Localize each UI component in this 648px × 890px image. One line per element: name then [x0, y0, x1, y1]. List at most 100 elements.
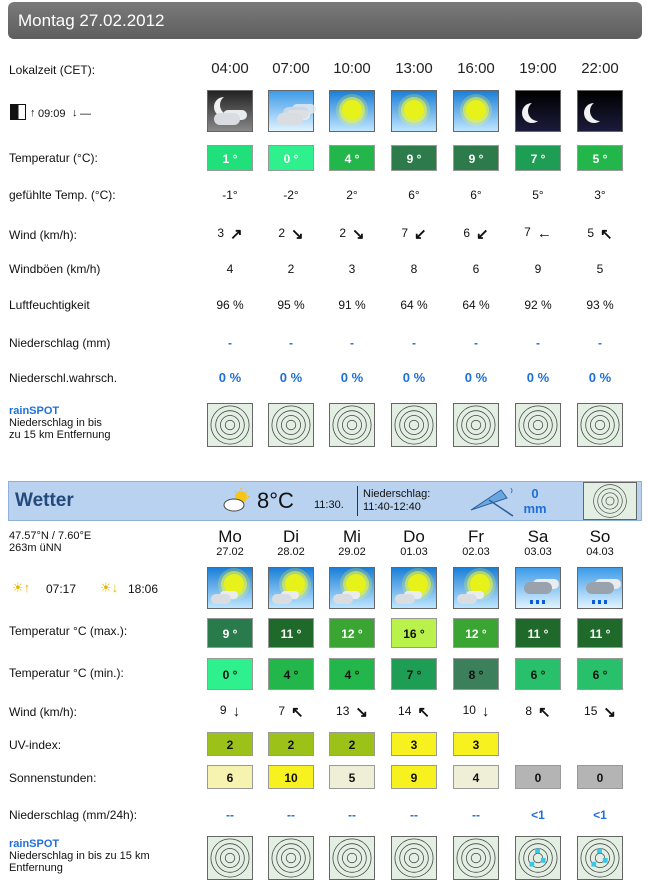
daily-rainspot-title[interactable]: rainSPOT: [9, 838, 60, 850]
umbrella-icon: [467, 484, 517, 518]
wind-5: 7 ←: [512, 225, 564, 242]
precip-3: -: [412, 336, 416, 350]
sun-hours-0: 6: [207, 765, 253, 789]
day-date: 03.03: [524, 546, 552, 558]
daily-rainspot-0[interactable]: [207, 836, 253, 880]
hourly-temp-3: 9 °: [391, 145, 437, 171]
wind-direction-arrow-icon: ↓: [232, 703, 241, 720]
hourly-rainspot-2[interactable]: [329, 403, 375, 447]
hourly-rainspot-3[interactable]: [391, 403, 437, 447]
precip-prob-1: 0 %: [279, 370, 303, 385]
wind-direction-arrow-icon: ↖: [417, 704, 430, 721]
daily-rainspot-3[interactable]: [391, 836, 437, 880]
daily-rainspot-4[interactable]: [453, 836, 499, 880]
wind-speed: 7: [524, 225, 531, 239]
precip-prob-4: 0 %: [464, 370, 488, 385]
day-name: Fr: [467, 527, 485, 546]
hourly-rainspot-0[interactable]: [207, 403, 253, 447]
gust-3: 8: [410, 262, 418, 276]
moonrise-time: 09:09: [38, 108, 66, 120]
uv-label: UV-index:: [9, 738, 62, 752]
precip24-4: --: [472, 808, 480, 822]
daily-rainspot-5[interactable]: [515, 836, 561, 880]
tmin-0: 0 °: [207, 658, 253, 690]
gust-6: 5: [596, 262, 604, 276]
moonset-arrow-icon: ↓: [72, 107, 78, 119]
hourly-weather-icon-sunny-icon: [453, 90, 499, 132]
time-2: 10:00: [333, 60, 371, 77]
hourly-rainspot-6[interactable]: [577, 403, 623, 447]
daily-weather-icon-rain-icon: [515, 567, 561, 609]
precip-unit: mm: [523, 501, 547, 516]
wind-direction-arrow-icon: ↘: [352, 226, 365, 243]
wind-0: 3 ↗: [204, 225, 256, 243]
rainspot-title[interactable]: rainSPOT: [9, 405, 60, 417]
gusts-label: Windböen (km/h): [9, 262, 101, 276]
uv-3: 3: [391, 732, 437, 756]
humidity-label: Luftfeuchtigkeit: [9, 298, 90, 312]
moon-phase-icon: [10, 104, 26, 120]
wind-6: 5 ↖: [574, 225, 626, 243]
wind-speed: 3: [217, 226, 225, 240]
hourly-rainspot-4[interactable]: [453, 403, 499, 447]
wind-direction-arrow-icon: ↘: [603, 704, 616, 721]
precip24-2: --: [348, 808, 356, 822]
local-time-label: Lokalzeit (CET):: [9, 63, 96, 77]
daily-wind-0: 9 ↓: [204, 703, 256, 720]
wind-speed: 7: [278, 704, 286, 718]
precip24-6: <1: [593, 808, 607, 822]
precip-prob-2: 0 %: [340, 370, 364, 385]
wind-speed: 2: [339, 226, 347, 240]
tmax-5: 11 °: [515, 618, 561, 648]
gust-4: 6: [472, 262, 480, 276]
tmax-6: 11 °: [577, 618, 623, 648]
time-5: 19:00: [519, 60, 557, 77]
wind-speed: 15: [584, 704, 598, 718]
wind-speed: 7: [401, 226, 409, 240]
daily-weather-icon-sunny-cloud-icon: [391, 567, 437, 609]
precip-prob-3: 0 %: [402, 370, 426, 385]
tmin-6: 6 °: [577, 658, 623, 690]
day-header-1: Di 28.02: [265, 528, 317, 559]
daily-rainspot-1[interactable]: [268, 836, 314, 880]
rainspot-text-2: zu 15 km Entfernung: [9, 429, 111, 441]
daily-wind-2: 13 ↘: [326, 703, 378, 721]
feels-3: 6°: [408, 188, 420, 202]
daily-wind-5: 8 ↖: [512, 703, 564, 721]
precip-probability-label: Niederschl.wahrsch.: [9, 371, 118, 385]
sun-hours-4: 4: [453, 765, 499, 789]
hourly-rainspot-5[interactable]: [515, 403, 561, 447]
weather-title: Wetter: [15, 490, 74, 511]
day-date: 02.03: [462, 546, 490, 558]
tmax-1: 11 °: [268, 618, 314, 648]
hourly-temp-1: 0 °: [268, 145, 314, 171]
wind-direction-arrow-icon: ↓: [481, 703, 490, 720]
humidity-6: 93 %: [586, 298, 614, 312]
daily-rainspot-2[interactable]: [329, 836, 375, 880]
gust-1: 2: [287, 262, 295, 276]
gust-2: 3: [348, 262, 356, 276]
humidity-1: 95 %: [277, 298, 305, 312]
precip-0: -: [228, 336, 232, 350]
daily-rainspot-legend: rainSPOT Niederschlag in bis zu 15 km Entf…: [9, 838, 150, 874]
wind-direction-arrow-icon: ←: [536, 225, 552, 242]
wind-direction-arrow-icon: ↖: [291, 704, 304, 721]
uv-4: 3: [453, 732, 499, 756]
sunrise-icon: ☀↑: [12, 580, 31, 595]
rainspot-thumbnail[interactable]: [583, 482, 637, 520]
feels-5: 5°: [532, 188, 544, 202]
tmin-4: 8 °: [453, 658, 499, 690]
daily-wind-6: 15 ↘: [574, 703, 626, 721]
daily-rainspot-6[interactable]: [577, 836, 623, 880]
tmax-2: 12 °: [329, 618, 375, 648]
precip-6: -: [598, 336, 602, 350]
time-0: 04:00: [211, 60, 249, 77]
day-date: 01.03: [400, 546, 428, 558]
uv-0: 2: [207, 732, 253, 756]
tmin-label: Temperatur °C (min.):: [9, 666, 124, 680]
hourly-rainspot-1[interactable]: [268, 403, 314, 447]
wind-direction-arrow-icon: ↘: [291, 226, 304, 243]
wind-2: 2 ↘: [326, 225, 378, 243]
wind-speed: 5: [587, 226, 595, 240]
current-temperature: 8°C: [257, 488, 294, 513]
